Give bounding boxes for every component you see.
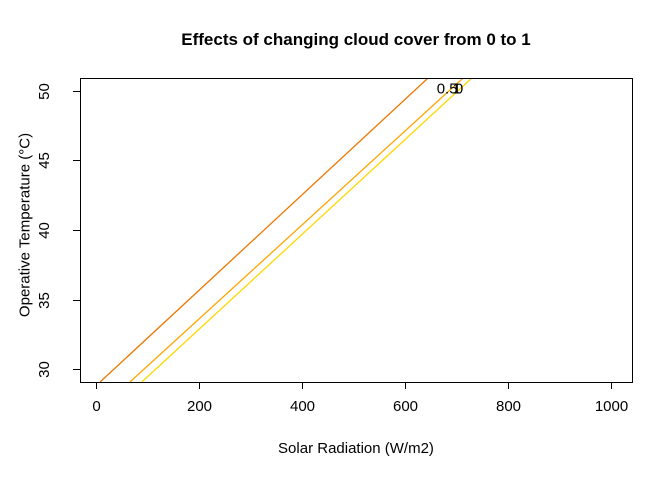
- line-label-0.5: 0.5: [437, 80, 458, 97]
- line-label-0: 0: [455, 80, 463, 97]
- x-tick-label: 0: [92, 398, 100, 415]
- x-tick-label: 1000: [595, 398, 628, 415]
- series-group: [99, 78, 473, 382]
- series-line-0: [99, 78, 429, 382]
- x-tick-label: 200: [187, 398, 212, 415]
- x-tick-label: 400: [290, 398, 315, 415]
- x-axis-label: Solar Radiation (W/m2): [278, 440, 434, 457]
- series-line-0.5: [129, 78, 464, 382]
- y-tick-label: 45: [36, 152, 53, 169]
- y-tick-label: 35: [36, 292, 53, 309]
- chart-title: Effects of changing cloud cover from 0 t…: [181, 30, 531, 49]
- x-tick-label: 600: [393, 398, 418, 415]
- line-label-1: 1: [453, 80, 461, 97]
- y-tick-label: 50: [36, 83, 53, 100]
- y-tick-label: 40: [36, 222, 53, 239]
- series-line-1: [141, 78, 473, 382]
- plot-border: [80, 78, 633, 383]
- x-tick-label: 800: [496, 398, 521, 415]
- y-tick-label: 30: [36, 361, 53, 378]
